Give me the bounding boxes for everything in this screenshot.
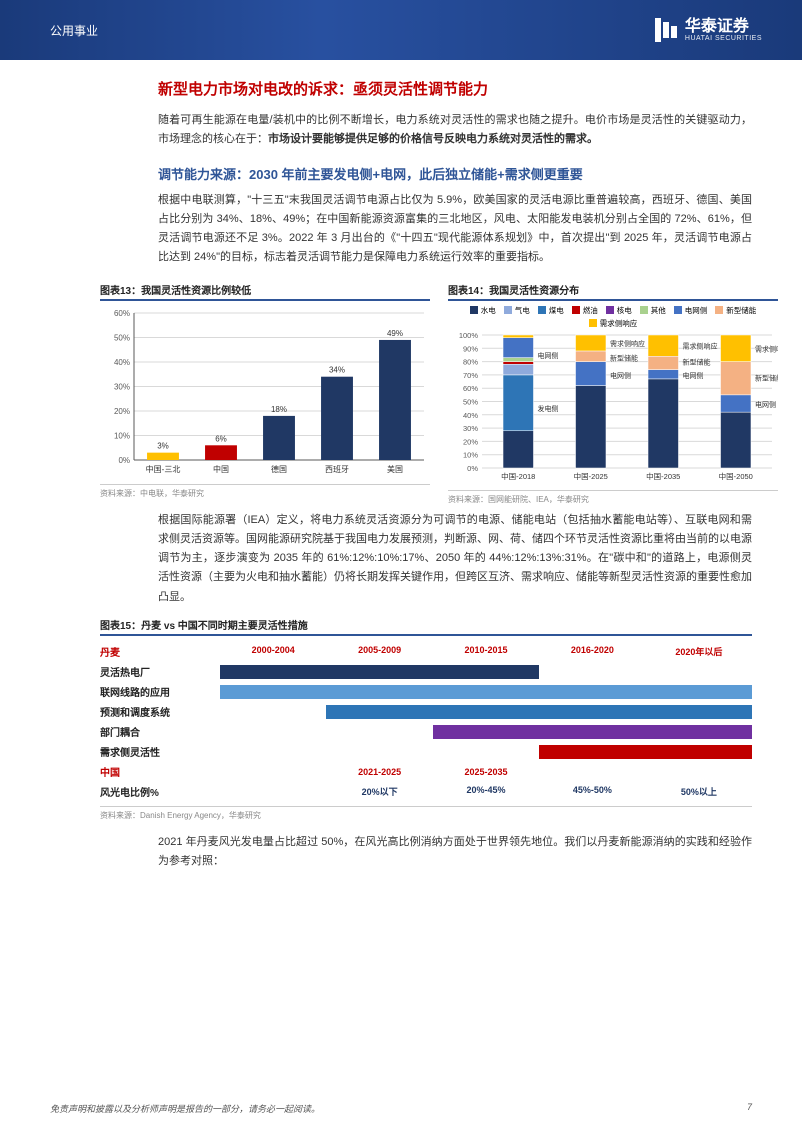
svg-text:60%: 60% [114, 309, 130, 318]
svg-text:中国-2035: 中国-2035 [646, 471, 680, 481]
chart13-title: 图表13：我国灵活性资源比例较低 [100, 282, 430, 301]
chart15-wrap: 图表15：丹麦 vs 中国不同时期主要灵活性措施 丹麦2000-20042005… [50, 617, 752, 821]
svg-text:0%: 0% [467, 464, 478, 473]
svg-text:电网侧: 电网侧 [682, 370, 703, 379]
svg-text:德国: 德国 [271, 464, 287, 474]
chart15-title: 图表15：丹麦 vs 中国不同时期主要灵活性措施 [100, 617, 752, 636]
svg-text:40%: 40% [114, 358, 130, 367]
page-header: 公用事业 华泰证券 HUATAI SECURITIES [0, 0, 802, 60]
svg-text:需求侧响应: 需求侧响应 [755, 344, 778, 353]
svg-text:中国-三北: 中国-三北 [146, 464, 181, 474]
svg-text:3%: 3% [157, 441, 169, 450]
svg-text:电网侧: 电网侧 [755, 400, 776, 409]
svg-text:中国-2025: 中国-2025 [574, 471, 608, 481]
header-brand: 华泰证券 HUATAI SECURITIES [651, 16, 762, 44]
section2-para: 根据中电联测算，"十三五"末我国灵活调节电源占比仅为 5.9%，欧美国家的灵活电… [158, 191, 752, 268]
svg-text:100%: 100% [459, 331, 479, 340]
header-category: 公用事业 [50, 22, 98, 39]
footer-disclaimer: 免责声明和披露以及分析师声明是报告的一部分，请务必一起阅读。 [50, 1102, 320, 1115]
svg-text:18%: 18% [271, 404, 287, 413]
svg-text:34%: 34% [329, 365, 345, 374]
svg-text:新型储能: 新型储能 [682, 357, 710, 366]
brand-name-en: HUATAI SECURITIES [685, 35, 762, 42]
chart15-gantt: 丹麦2000-20042005-20092010-20152016-202020… [100, 642, 752, 802]
svg-text:中国: 中国 [213, 464, 229, 474]
section2-title: 调节能力来源：2030 年前主要发电侧+电网，此后独立储能+需求侧更重要 [158, 164, 752, 183]
svg-text:电网侧: 电网侧 [610, 370, 631, 379]
svg-text:6%: 6% [215, 434, 227, 443]
svg-text:30%: 30% [114, 382, 130, 391]
chart14-svg: 0% 10% 20% 30% 40% 50% 60% 70% 80% 90% 100% 中国-2018… [448, 331, 778, 486]
brand-name: 华泰证券 [685, 18, 762, 36]
svg-text:60%: 60% [463, 384, 478, 393]
svg-text:需求侧响应: 需求侧响应 [610, 338, 645, 347]
chart13-svg: 0% 10% 20% 30% 40% 50% 60% 3% 中国-三北 6% 中国 18% 德国 34% 西… [100, 305, 430, 480]
svg-text:中国-2050: 中国-2050 [719, 471, 753, 481]
svg-text:90%: 90% [463, 344, 478, 353]
chart-row-13-14: 图表13：我国灵活性资源比例较低 0% 10% 20% 30% 40% 50% 60% 3% 中… [50, 282, 752, 505]
svg-text:50%: 50% [463, 397, 478, 406]
brand-logo-icon [651, 16, 679, 44]
svg-text:10%: 10% [463, 450, 478, 459]
main-content: 新型电力市场对电改的诉求：亟须灵活性调节能力 随着可再生能源在电量/装机中的比例… [0, 60, 802, 871]
svg-text:20%: 20% [114, 407, 130, 416]
svg-text:10%: 10% [114, 431, 130, 440]
section1-para: 随着可再生能源在电量/装机中的比例不断增长，电力系统对灵活性的需求也随之提升。电… [158, 111, 752, 150]
svg-text:美国: 美国 [387, 464, 403, 474]
svg-text:49%: 49% [387, 328, 403, 337]
svg-text:20%: 20% [463, 437, 478, 446]
page-number: 7 [747, 1102, 752, 1115]
svg-text:30%: 30% [463, 424, 478, 433]
svg-text:新型储能: 新型储能 [610, 353, 638, 362]
para1-b: 市场设计要能够提供足够的价格信号反映电力系统对灵活性的需求。 [268, 133, 598, 145]
svg-text:电网侧: 电网侧 [537, 350, 558, 359]
para4: 2021 年丹麦风光发电量占比超过 50%，在风光高比例消纳方面处于世界领先地位… [158, 833, 752, 872]
svg-text:80%: 80% [463, 357, 478, 366]
chart15-source: 资料来源：Danish Energy Agency，华泰研究 [100, 806, 752, 821]
chart14-legend: 水电气电煤电燃油核电其他电网侧新型储能需求侧响应 [448, 305, 778, 329]
svg-text:中国-2018: 中国-2018 [501, 471, 535, 481]
svg-text:发电侧: 发电侧 [537, 404, 558, 413]
svg-text:70%: 70% [463, 370, 478, 379]
chart13-source: 资料来源：中电联，华泰研究 [100, 484, 430, 499]
svg-text:新型储能: 新型储能 [755, 373, 778, 382]
chart14-title: 图表14：我国灵活性资源分布 [448, 282, 778, 301]
chart14-source: 资料来源：国网能研院、IEA，华泰研究 [448, 490, 778, 505]
chart13-col: 图表13：我国灵活性资源比例较低 0% 10% 20% 30% 40% 50% 60% 3% 中… [100, 282, 430, 505]
svg-text:50%: 50% [114, 333, 130, 342]
svg-text:40%: 40% [463, 410, 478, 419]
svg-text:西班牙: 西班牙 [325, 464, 349, 474]
svg-text:需求侧响应: 需求侧响应 [682, 341, 717, 350]
chart14-col: 图表14：我国灵活性资源分布 水电气电煤电燃油核电其他电网侧新型储能需求侧响应 … [448, 282, 778, 505]
para3: 根据国际能源署（IEA）定义，将电力系统灵活资源分为可调节的电源、储能电站（包括… [158, 511, 752, 607]
svg-text:0%: 0% [118, 456, 130, 465]
section1-title: 新型电力市场对电改的诉求：亟须灵活性调节能力 [158, 78, 752, 99]
page-footer: 免责声明和披露以及分析师声明是报告的一部分，请务必一起阅读。 7 [50, 1102, 752, 1115]
